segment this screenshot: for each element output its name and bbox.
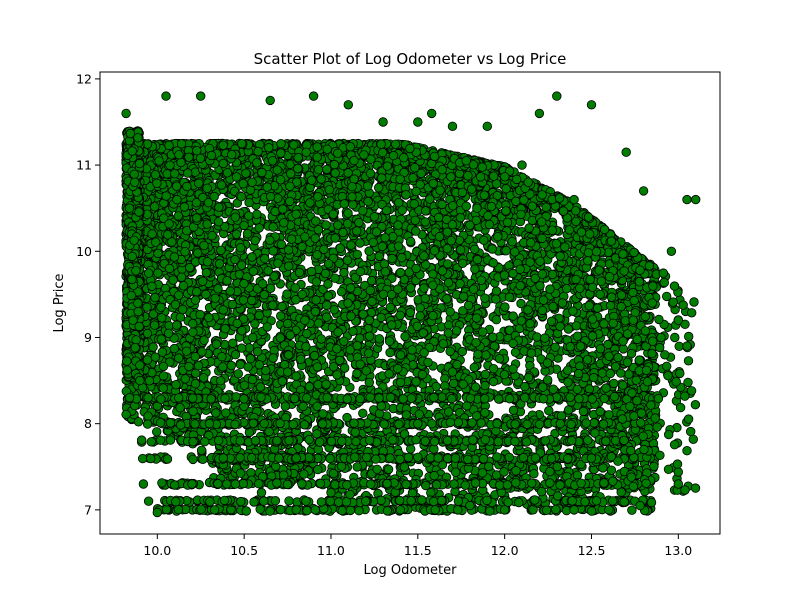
scatter-point	[313, 318, 324, 328]
scatter-point	[254, 310, 264, 321]
scatter-point	[238, 178, 248, 189]
scatter-point	[236, 343, 247, 353]
scatter-point	[339, 336, 349, 347]
scatter-point	[469, 362, 480, 373]
scatter-point	[270, 206, 280, 217]
scatter-point	[508, 405, 519, 416]
scatter-point	[411, 226, 421, 236]
scatter-point	[247, 295, 257, 306]
scatter-point	[571, 321, 582, 331]
scatter-point	[268, 353, 278, 363]
scatter-points	[121, 91, 701, 518]
scatter-point	[371, 227, 382, 237]
scatter-point	[276, 311, 286, 321]
scatter-point	[407, 345, 417, 355]
scatter-point	[444, 320, 454, 330]
scatter-point	[626, 348, 637, 359]
scatter-point	[306, 266, 317, 277]
scatter-point	[479, 235, 489, 246]
scatter-point	[455, 279, 465, 289]
scatter-point	[304, 382, 315, 392]
scatter-point	[355, 238, 365, 248]
scatter-point	[358, 206, 368, 216]
scatter-point	[175, 312, 186, 322]
scatter-point	[211, 408, 221, 418]
scatter-point	[168, 275, 178, 285]
scatter-point	[563, 324, 574, 334]
scatter-point	[405, 307, 416, 318]
scatter-point	[322, 300, 332, 310]
scatter-point	[420, 206, 431, 216]
scatter-point	[156, 302, 166, 312]
scatter-point	[480, 408, 490, 418]
scatter-point	[563, 365, 573, 376]
scatter-point	[385, 347, 395, 358]
scatter-point	[329, 305, 340, 315]
scatter-point	[529, 469, 539, 479]
scatter-point	[443, 278, 454, 288]
scatter-point	[343, 218, 353, 229]
scatter-point	[563, 405, 574, 415]
scatter-point	[451, 467, 461, 477]
scatter-point	[510, 347, 521, 358]
scatter-point	[399, 462, 410, 472]
scatter-point	[245, 354, 256, 364]
scatter-point	[410, 215, 421, 226]
scatter-point	[411, 376, 421, 387]
scatter-point	[420, 217, 430, 227]
scatter-point	[397, 253, 407, 263]
scatter-point	[544, 406, 554, 416]
scatter-point	[379, 259, 390, 269]
